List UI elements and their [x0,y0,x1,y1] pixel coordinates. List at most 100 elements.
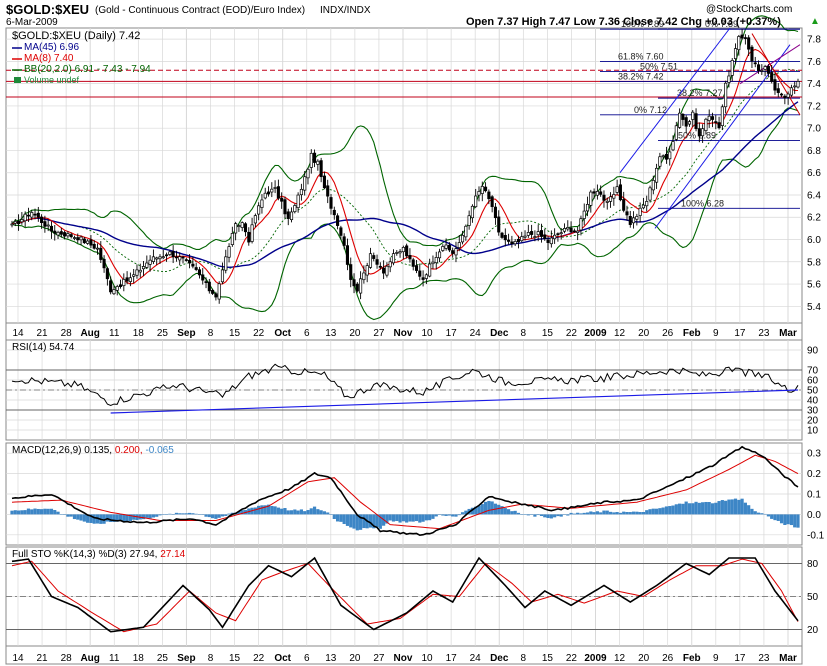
macd-histogram-bar [638,512,642,515]
copyright-link[interactable]: @StockCharts.com [706,4,793,15]
candle-body [23,213,27,222]
macd-histogram-bar [661,507,665,515]
macd-histogram-bar [368,514,373,528]
candle-body [105,268,109,280]
candle-body [625,211,629,216]
macd-histogram-bar [559,514,563,517]
candle-body [691,111,695,120]
macd-histogram-bar [164,514,169,515]
macd-histogram-bar [763,513,767,515]
candle-body [707,115,711,121]
candle-body [776,88,780,93]
macd-histogram-bar [474,506,478,515]
candle-body [408,255,412,260]
macd-histogram-bar [434,514,438,517]
macd-histogram-bar [437,514,442,515]
macd-histogram-bar [293,509,297,515]
candle-body [286,211,290,219]
volume-swatch [14,77,21,83]
candle-body [283,199,287,215]
macd-histogram-bar [86,514,90,523]
macd-histogram-bar [16,510,21,515]
candle-body [10,223,14,226]
macd-histogram-bar [625,512,629,515]
macd-line [11,445,799,537]
macd-histogram-bar [362,514,366,529]
macd-histogram-bar [227,513,231,515]
macd-histogram-bar [684,501,688,515]
candle-body [385,265,389,276]
y-tick-label: 0.2 [807,469,821,480]
macd-histogram-bar [405,514,409,523]
x-tick-label: 28 [61,328,73,339]
x-tick-label: 22 [566,653,578,664]
candle-body [359,278,363,294]
candle-body [503,234,507,241]
macd-histogram-bar [76,514,80,520]
candle-body [411,259,415,267]
macd-histogram-bar [664,506,669,515]
candle-body [510,241,514,245]
macd-histogram-bar [240,510,244,515]
candle-body [766,66,770,74]
candle-body [26,214,30,217]
candle-body [197,269,202,276]
macd-signal-line [11,454,799,530]
candle-body [747,37,751,50]
macd-histogram-bar [359,514,363,530]
bollinger-upper-line [11,15,799,250]
candle-body [289,211,294,221]
macd-histogram-bar [181,513,185,515]
candle-body [201,274,205,281]
fib-label: 100% 7.89 [621,19,664,29]
x-tick-label: 9 [713,653,719,664]
candle-body [382,267,386,274]
macd-histogram-bar [224,514,228,516]
candle-body [135,269,139,276]
candle-body [339,227,343,236]
macd-histogram-bar [414,514,419,522]
macd-histogram-bar [760,513,764,515]
candle-body [306,168,310,179]
macd-histogram-bar [109,514,113,523]
macd-histogram-bar [691,503,695,515]
macd-histogram-bar [516,512,521,515]
candle-body [378,265,382,268]
candle-body [507,239,511,242]
macd-histogram-bar [599,512,603,515]
macd-histogram-bar [523,514,527,515]
candle-body [128,277,132,282]
candle-body [559,232,563,235]
candle-body [464,225,468,238]
y-tick-label: 30 [807,406,819,417]
macd-histogram-bar [168,513,172,515]
candle-body [102,258,106,269]
candle-body [615,186,619,193]
candle-body [694,113,698,130]
macd-histogram-bar [710,503,715,515]
macd-histogram-bar [283,508,287,515]
macd-histogram-bar [197,514,202,515]
legend-ma8: MA(8) 7.40 [24,53,74,64]
candle-body [204,281,208,283]
macd-histogram-bar [59,514,63,515]
candle-body [467,215,471,226]
candle-body [664,154,669,160]
x-tick-label: 2009 [584,653,607,664]
macd-histogram-bar [63,514,67,515]
macd-histogram-bar [796,514,800,528]
candle-body [66,233,70,237]
y-tick-label: 7.6 [807,57,821,68]
macd-histogram-bar [671,505,675,515]
candle-body [461,234,465,243]
candle-body [141,266,146,270]
candle-body [622,199,626,211]
macd-histogram-bar [319,510,323,515]
macd-histogram-bar [217,514,221,518]
macd-histogram-bar [260,505,264,515]
x-tick-label: Aug [80,653,99,664]
macd-histogram-bar [487,500,491,515]
x-tick-label: 10 [422,653,434,664]
macd-histogram-bar [276,507,280,515]
candle-body [99,247,103,260]
